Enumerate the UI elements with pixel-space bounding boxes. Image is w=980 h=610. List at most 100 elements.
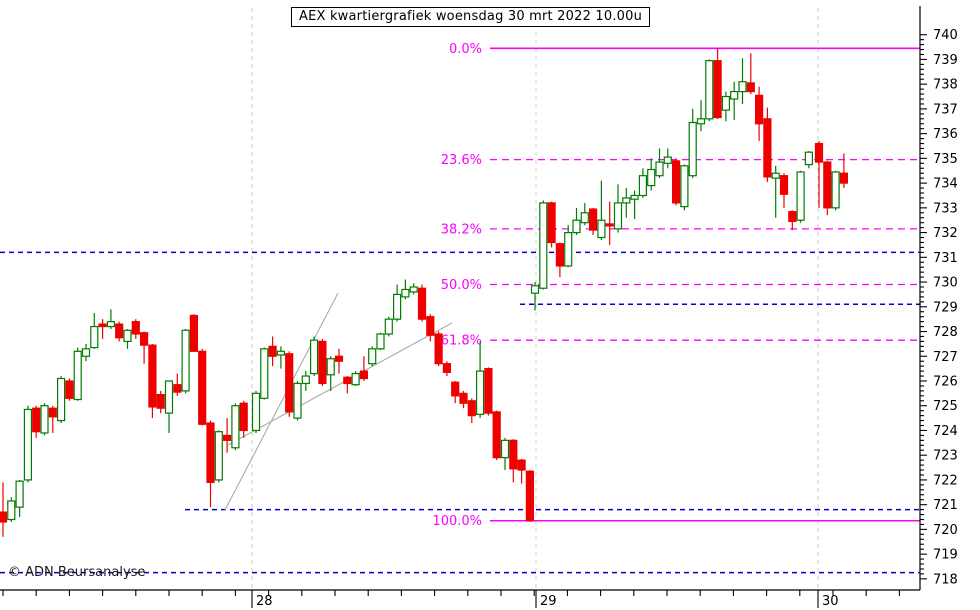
candle-up xyxy=(401,288,410,298)
candle-down xyxy=(239,402,248,432)
candle-up xyxy=(705,60,714,120)
candle-down xyxy=(334,355,344,362)
candle-up xyxy=(106,321,116,328)
candle-down xyxy=(115,323,124,339)
y-axis-label: 721 xyxy=(933,498,958,513)
candle-up xyxy=(90,325,99,349)
y-axis-label: 727 xyxy=(933,350,958,365)
candle-up xyxy=(40,405,49,434)
candle-down xyxy=(173,384,182,393)
candle-down xyxy=(268,345,277,357)
candle-down xyxy=(65,380,74,399)
candle-down xyxy=(713,60,722,119)
y-axis-label: 733 xyxy=(933,201,958,216)
fib-level-label: 38.2% xyxy=(441,222,482,237)
candle-up xyxy=(15,480,24,508)
candle-down xyxy=(484,368,493,414)
trendline xyxy=(224,292,339,511)
y-axis-label: 739 xyxy=(933,53,958,68)
candle-up xyxy=(23,408,32,481)
candle-up xyxy=(476,370,485,415)
candle-up xyxy=(572,219,581,234)
y-axis-label: 720 xyxy=(933,523,958,538)
candle-down xyxy=(588,208,598,231)
candle-down xyxy=(198,350,207,425)
fib-level-label: 23.6% xyxy=(441,153,482,168)
candle-down xyxy=(442,363,451,373)
candle-down xyxy=(32,407,41,433)
y-axis-label: 738 xyxy=(933,78,958,93)
candle-down xyxy=(148,344,157,408)
candle-up xyxy=(500,439,510,459)
candle-down xyxy=(779,175,789,195)
candle-up xyxy=(730,90,739,100)
candle-up xyxy=(831,171,840,209)
candle-up xyxy=(231,405,240,449)
y-axis-label: 726 xyxy=(933,374,958,389)
candle-down xyxy=(417,287,427,320)
candle-up xyxy=(384,318,393,335)
candle-up xyxy=(580,212,589,224)
candle-up xyxy=(655,161,664,177)
candle-down xyxy=(509,439,518,470)
candle-down xyxy=(223,434,232,441)
candle-up xyxy=(647,168,656,187)
fib-level-label: 100.0% xyxy=(432,514,482,529)
candle-up xyxy=(293,382,302,419)
candle-up xyxy=(638,175,648,197)
candle-down xyxy=(318,340,327,385)
candle-down xyxy=(48,407,57,418)
candle-down xyxy=(788,210,797,223)
y-axis-label: 734 xyxy=(933,177,958,192)
candle-down xyxy=(206,422,215,484)
candle-up xyxy=(771,172,780,179)
candle-up xyxy=(530,285,540,294)
candle-up xyxy=(663,156,672,164)
candle-up xyxy=(251,392,261,432)
candle-up xyxy=(613,202,623,230)
candle-down xyxy=(343,376,352,385)
candle-down xyxy=(98,323,107,328)
candle-down xyxy=(763,118,772,178)
candle-down xyxy=(285,353,294,413)
candle-up xyxy=(73,350,82,401)
candle-up xyxy=(804,151,814,166)
candle-up xyxy=(56,377,66,422)
candle-down xyxy=(156,393,165,409)
candle-up xyxy=(301,375,310,385)
x-day-label: 28 xyxy=(256,594,273,609)
candle-up xyxy=(326,358,335,376)
y-axis-label: 719 xyxy=(933,548,958,563)
x-day-label: 29 xyxy=(540,594,557,609)
candle-up xyxy=(564,231,573,267)
candle-down xyxy=(189,314,198,352)
y-axis-label: 732 xyxy=(933,226,958,241)
x-day-label: 30 xyxy=(822,594,839,609)
candle-up xyxy=(696,118,706,125)
y-axis-label: 723 xyxy=(933,449,958,464)
candle-down xyxy=(459,392,468,404)
candle-down xyxy=(547,202,556,244)
candle-up xyxy=(123,329,132,343)
candle-up xyxy=(597,219,606,239)
y-axis-label: 740 xyxy=(933,28,958,43)
candle-up xyxy=(393,293,402,320)
candle-up xyxy=(721,95,731,111)
candle-down xyxy=(140,332,149,346)
candle-up xyxy=(368,348,377,365)
y-axis-label: 737 xyxy=(933,102,958,117)
y-axis-label: 724 xyxy=(933,424,958,439)
candle-up xyxy=(164,380,174,414)
y-axis-label: 718 xyxy=(933,572,958,587)
candle-down xyxy=(746,82,755,93)
candle-up xyxy=(181,329,190,392)
y-axis-label: 730 xyxy=(933,276,958,291)
chart-title: AEX kwartiergrafiek woensdag 30 mrt 2022… xyxy=(291,7,651,27)
candle-down xyxy=(814,142,824,163)
copyright-label: © ADN Beursanalyse xyxy=(8,565,146,580)
y-axis-label: 729 xyxy=(933,300,958,315)
y-axis-label: 728 xyxy=(933,325,958,340)
y-axis-label: 722 xyxy=(933,473,958,488)
candle-up xyxy=(276,350,285,356)
candle-down xyxy=(517,459,526,471)
